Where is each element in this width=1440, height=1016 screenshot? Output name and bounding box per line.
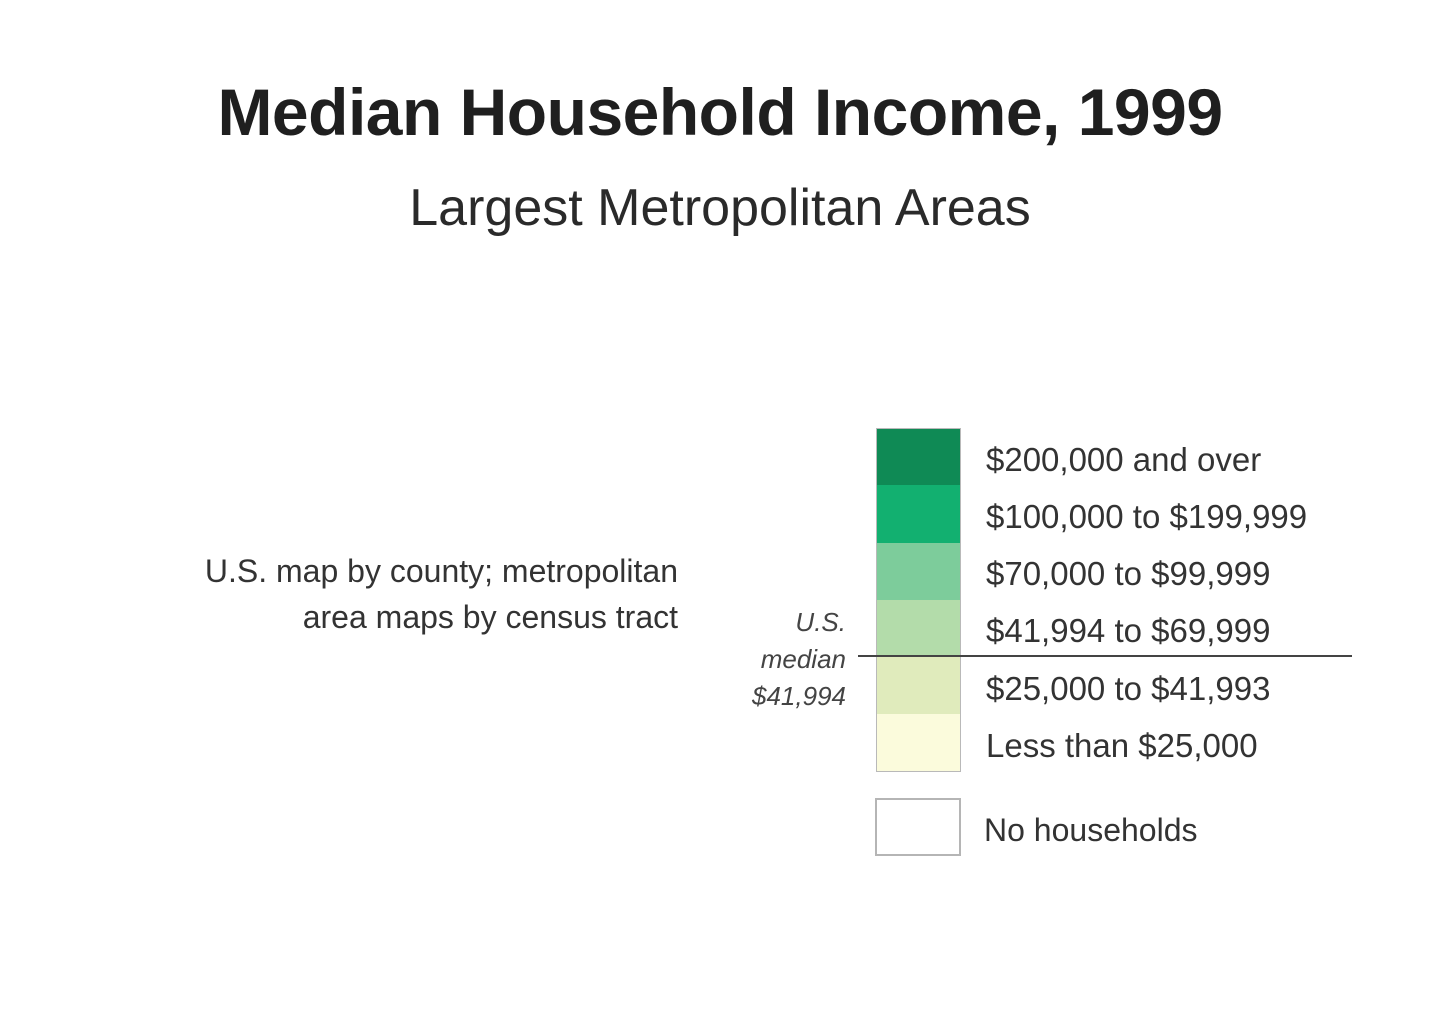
legend-label-less-than-25000: Less than $25,000 bbox=[986, 727, 1258, 764]
map-note-line-2: area maps by census tract bbox=[302, 599, 678, 635]
legend-swatch-no-households bbox=[875, 798, 961, 856]
map-subtitle: Largest Metropolitan Areas bbox=[409, 179, 1031, 237]
legend-label-200000-and-over: $200,000 and over bbox=[986, 441, 1262, 478]
legend-swatch-25000-to-41993 bbox=[877, 657, 960, 714]
legend-swatch-70000-to-99999 bbox=[877, 543, 960, 600]
us-median-label: U.S. median $41,994 bbox=[752, 604, 846, 715]
legend-label-70000-to-99999: $70,000 to $99,999 bbox=[986, 555, 1271, 592]
legend-label-100000-to-199999: $100,000 to $199,999 bbox=[986, 498, 1308, 535]
map-note: U.S. map by county; metropolitan area ma… bbox=[205, 548, 678, 640]
legend-label-no-households: No households bbox=[984, 812, 1198, 848]
map-title: Median Household Income, 1999 bbox=[217, 75, 1223, 149]
us-median-label-line-1: U.S. bbox=[795, 607, 846, 637]
legend-label-25000-to-41993: $25,000 to $41,993 bbox=[986, 670, 1271, 707]
legend-swatch-41994-to-69999 bbox=[877, 600, 960, 657]
legend-swatch-100000-to-199999 bbox=[877, 485, 960, 543]
us-median-label-line-2: median bbox=[760, 644, 846, 674]
legend-swatch-stack bbox=[876, 428, 961, 772]
legend-swatch-less-than-25000 bbox=[877, 714, 960, 771]
map-note-line-1: U.S. map by county; metropolitan bbox=[204, 553, 678, 589]
us-median-line bbox=[858, 655, 1352, 657]
legend-swatch-200000-and-over bbox=[877, 429, 960, 485]
us-median-label-line-3: $41,994 bbox=[752, 681, 846, 711]
legend-label-41994-to-69999: $41,994 to $69,999 bbox=[986, 612, 1271, 649]
